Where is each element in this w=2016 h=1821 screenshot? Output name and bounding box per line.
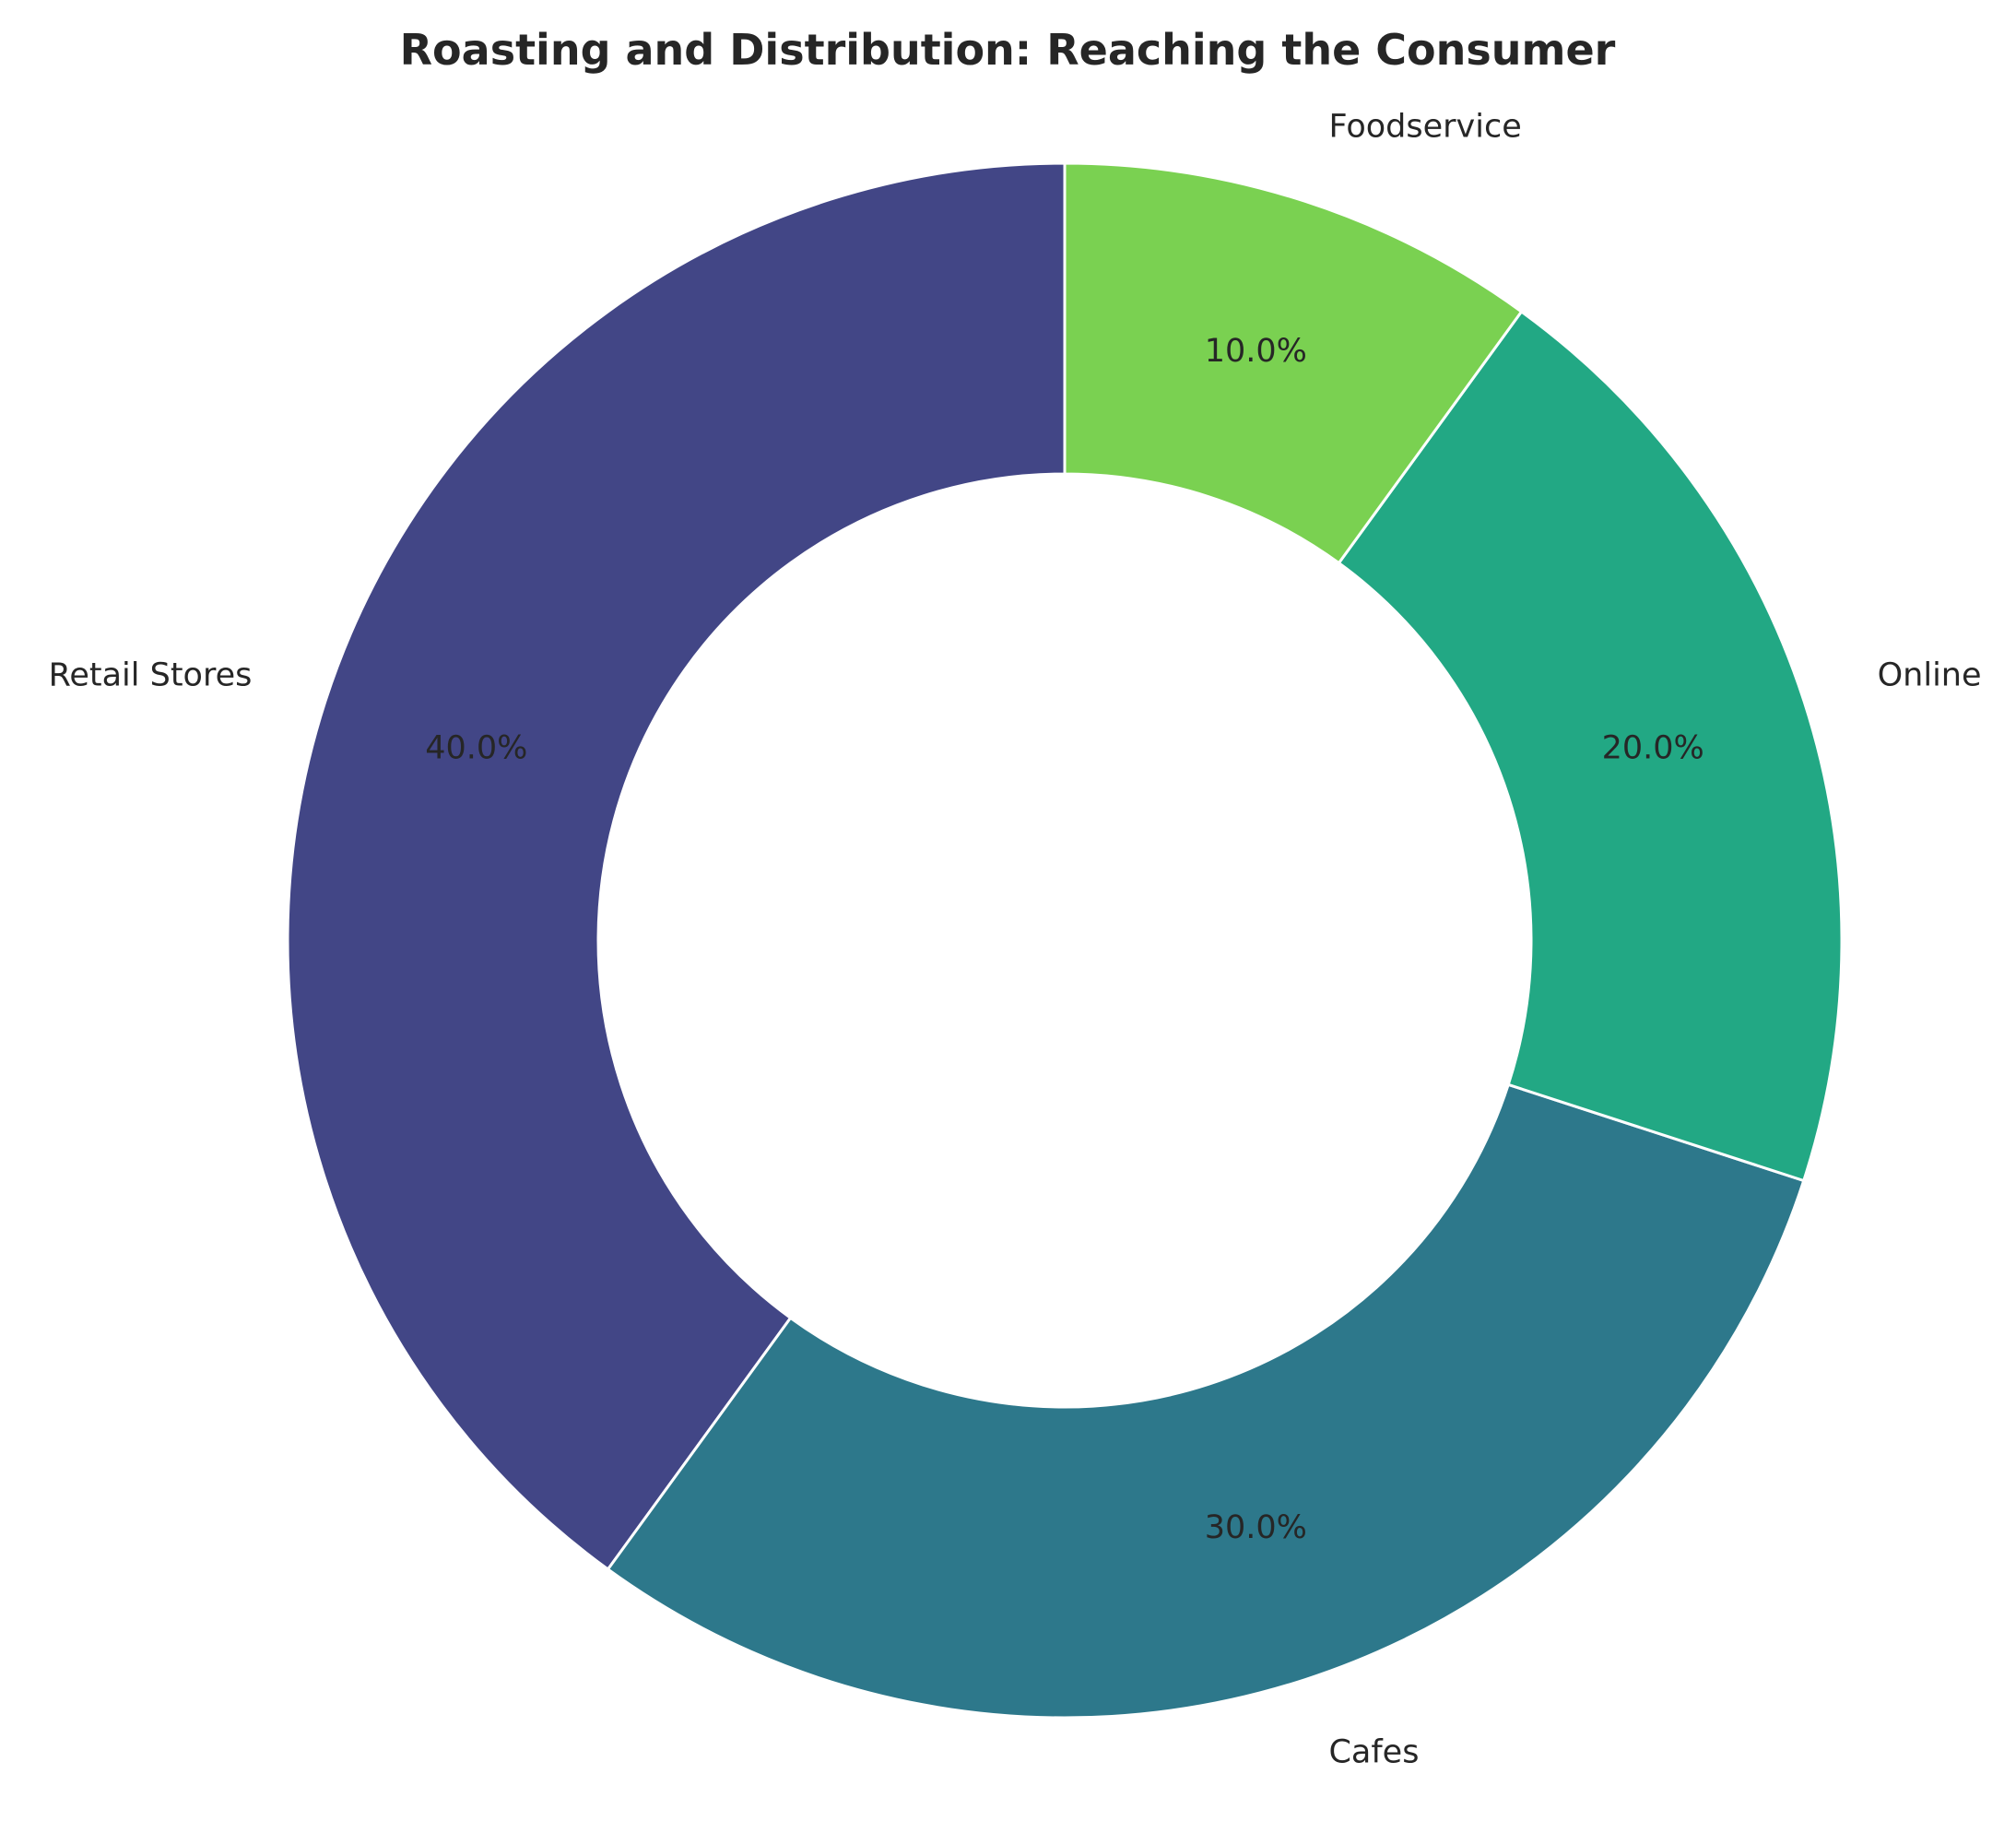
slice-label-cafes: Cafes: [1328, 1734, 1419, 1771]
pie-slice-online: [1337, 309, 1844, 1183]
pie-slice-retail-stores: [286, 161, 1067, 1572]
slice-label-online: Online: [1878, 657, 1982, 694]
percent-label-cafes: 30.0%: [1205, 1509, 1307, 1546]
slice-labels: Retail Stores 40.0% Cafes 30.0% Online 20.0% F…: [49, 108, 1982, 1770]
pie-slice-foodservice: [1063, 161, 1524, 565]
slice-label-foodservice: Foodservice: [1328, 108, 1521, 145]
percent-label-online: 20.0%: [1602, 730, 1704, 767]
pie-slices: [286, 161, 1844, 1720]
percent-label-retail-stores: 40.0%: [425, 730, 527, 767]
percent-label-foodservice: 10.0%: [1205, 333, 1307, 370]
chart-title: Roasting and Distribution: Reaching the …: [400, 25, 1616, 75]
slice-label-retail-stores: Retail Stores: [49, 657, 253, 694]
pie-slice-cafes: [606, 1082, 1806, 1720]
